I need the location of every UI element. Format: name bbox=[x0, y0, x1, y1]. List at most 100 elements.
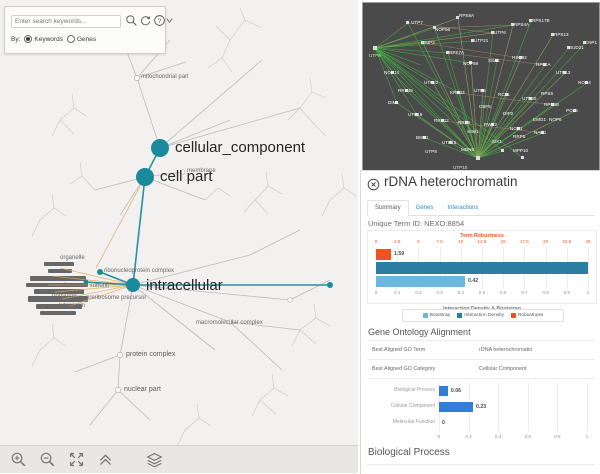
go-xtick: 0.6 bbox=[524, 434, 531, 439]
svg-text:UTP8: UTP8 bbox=[425, 149, 437, 154]
legend-bootstrap[interactable]: Bootstrap bbox=[422, 313, 450, 318]
svg-text:RPS9B: RPS9B bbox=[544, 102, 559, 107]
radio-keywords-label: Keywords bbox=[34, 35, 63, 43]
search-panel[interactable]: NeXO ? By: Keywords bbox=[3, 0, 173, 54]
app-title: NeXO bbox=[3, 0, 34, 3]
svg-text:UTP15: UTP15 bbox=[442, 140, 457, 145]
tree-label-organelle: organelle bbox=[60, 255, 85, 261]
radio-keywords[interactable]: Keywords bbox=[24, 35, 63, 43]
node-dot[interactable] bbox=[126, 278, 140, 292]
robustness-tick: 5 bbox=[417, 239, 420, 244]
layers-icon[interactable] bbox=[146, 451, 163, 468]
tab-summary[interactable]: Summary bbox=[367, 200, 409, 216]
svg-text:RRP12: RRP12 bbox=[434, 118, 449, 123]
legend-robustness[interactable]: Robustness bbox=[510, 313, 543, 318]
svg-text:NOP56: NOP56 bbox=[435, 27, 451, 32]
go-bar-value: 0 bbox=[442, 420, 445, 426]
tree-label-ribosome: ribosome bbox=[52, 293, 77, 299]
robustness-tick: 20 bbox=[543, 239, 549, 244]
go-bar[interactable] bbox=[439, 402, 474, 412]
svg-text:RPS13: RPS13 bbox=[554, 32, 569, 37]
legend-swatch-robustness bbox=[510, 313, 516, 318]
go-term-key: Best Aligned GO Term bbox=[372, 347, 426, 353]
tree-label-mitochondrial-part: mitochondrial part bbox=[141, 74, 189, 80]
go-category-label: Biological Process bbox=[394, 387, 435, 393]
ontology-tree-panel[interactable]: cellular_component cell part intracellul… bbox=[0, 0, 358, 473]
svg-text:RRP45: RRP45 bbox=[398, 88, 413, 93]
refresh-icon[interactable] bbox=[139, 14, 152, 27]
svg-text:SSB1: SSB1 bbox=[467, 129, 479, 134]
go-bar[interactable] bbox=[439, 386, 448, 396]
node-label: cell part bbox=[160, 168, 213, 185]
svg-text:UTP18: UTP18 bbox=[408, 112, 423, 117]
tree-label-preribosome-precursor: preribosome precursor bbox=[86, 295, 147, 301]
svg-text:NOP1: NOP1 bbox=[510, 126, 523, 131]
svg-text:BUD21: BUD21 bbox=[569, 45, 584, 50]
density-tick: 0.3 bbox=[436, 290, 443, 295]
bar-bootstrap[interactable] bbox=[376, 276, 465, 287]
divider bbox=[367, 464, 595, 465]
density-tick: 0.9 bbox=[563, 290, 570, 295]
svg-text:UTP7: UTP7 bbox=[411, 20, 423, 25]
legend-label-interaction-density: Interaction Density bbox=[464, 313, 504, 318]
robustness-tick: 10 bbox=[458, 239, 464, 244]
detail-tabs: Summary Genes Interactions bbox=[367, 200, 595, 216]
tree-label-membrane: membrane bbox=[187, 168, 216, 174]
go-xtick: 1 bbox=[585, 434, 589, 439]
tab-interactions[interactable]: Interactions bbox=[447, 205, 479, 211]
svg-text:MDN5: MDN5 bbox=[461, 147, 474, 152]
svg-text:NAN1: NAN1 bbox=[534, 130, 547, 135]
robustness-tick: 12.5 bbox=[477, 239, 487, 244]
density-tick: 0.4 bbox=[457, 290, 464, 295]
gene-network-panel[interactable]: UTP9 UTP7 NOP56 RPS8A UTP21 UTP6 RPS4A RPS1… bbox=[362, 2, 600, 172]
bar-robustness[interactable] bbox=[376, 249, 391, 260]
density-tick: 0.8 bbox=[542, 290, 549, 295]
tree-label-ribosomal-subunit: ribosomal subunit bbox=[62, 283, 110, 289]
radio-genes-label: Genes bbox=[76, 35, 97, 43]
gridline bbox=[588, 247, 589, 289]
fit-screen-icon[interactable] bbox=[68, 451, 85, 468]
density-tick: 1 bbox=[586, 290, 590, 295]
legend-interaction-density[interactable]: Interaction Density bbox=[457, 313, 504, 318]
tree-label-nuclear-part: nuclear part bbox=[124, 386, 161, 393]
density-tick: 0 bbox=[374, 290, 378, 295]
tab-genes[interactable]: Genes bbox=[415, 205, 434, 211]
help-icon[interactable]: ? bbox=[153, 14, 166, 27]
radio-genes[interactable]: Genes bbox=[66, 35, 97, 43]
chevron-down-icon[interactable] bbox=[165, 16, 174, 25]
detail-header: rDNA heterochromatin bbox=[361, 171, 600, 201]
zoom-out-icon[interactable] bbox=[39, 451, 56, 468]
svg-text:RPS17B: RPS17B bbox=[532, 18, 550, 23]
gridline bbox=[587, 383, 588, 431]
svg-text:HSC82: HSC82 bbox=[512, 55, 527, 60]
node-label: cellular_component bbox=[175, 139, 306, 156]
gene-network-graph[interactable]: UTP9 UTP7 NOP56 RPS8A UTP21 UTP6 RPS4A RPS1… bbox=[363, 3, 599, 171]
tree-toolbar bbox=[0, 445, 358, 473]
close-circle-icon[interactable] bbox=[367, 178, 380, 191]
radio-genes-dot[interactable] bbox=[66, 35, 75, 43]
zoom-in-icon[interactable] bbox=[10, 451, 27, 468]
search-icon[interactable] bbox=[125, 14, 138, 27]
chart-legend: Bootstrap Interaction Density Robustness bbox=[402, 309, 564, 322]
robustness-tick: 0 bbox=[374, 239, 378, 244]
node-dot[interactable] bbox=[151, 139, 169, 157]
svg-text:RPS4A: RPS4A bbox=[514, 22, 530, 27]
svg-text:UTP6: UTP6 bbox=[494, 30, 506, 35]
go-alignment-header: Gene Ontology Alignment bbox=[368, 327, 471, 337]
density-tick: 0.6 bbox=[499, 290, 507, 295]
svg-text:UTP10: UTP10 bbox=[453, 165, 468, 170]
gridline bbox=[557, 383, 559, 431]
go-bar-value: 0.23 bbox=[476, 404, 487, 410]
ontology-tree-graph[interactable] bbox=[0, 0, 358, 473]
bar-robustness-value: 1.59 bbox=[394, 251, 405, 257]
collapse-icon[interactable] bbox=[97, 451, 114, 468]
bar-interaction-density[interactable] bbox=[376, 262, 588, 274]
gridline bbox=[498, 383, 500, 431]
node-dot[interactable] bbox=[136, 168, 154, 186]
svg-text:RCL1: RCL1 bbox=[498, 92, 510, 97]
radio-keywords-dot[interactable] bbox=[24, 35, 33, 43]
search-by-row: By: Keywords Genes bbox=[11, 35, 96, 43]
svg-text:UTP20: UTP20 bbox=[522, 96, 537, 101]
search-input[interactable] bbox=[11, 15, 121, 28]
